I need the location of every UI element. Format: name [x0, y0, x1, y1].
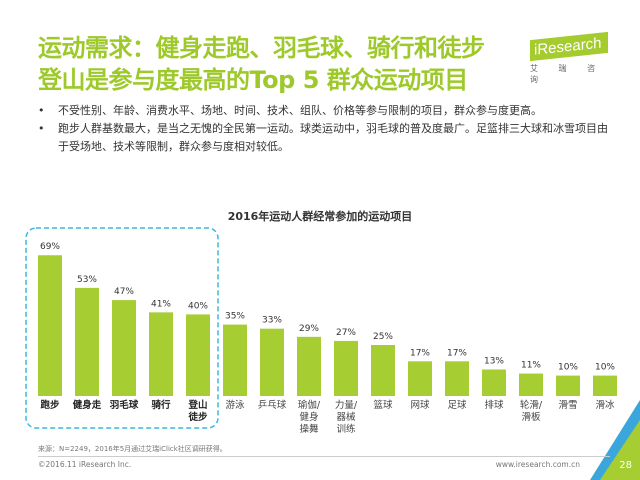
top5-highlight-box [25, 227, 219, 429]
copyright: ©2016.11 iResearch Inc. [38, 460, 132, 469]
bullet-item: • 不受性别、年龄、消费水平、场地、时间、技术、组队、价格等参与限制的项目，群众参… [38, 102, 618, 120]
bar [482, 369, 506, 396]
bar [260, 328, 284, 396]
data-label: 17% [410, 348, 430, 358]
x-tick-label: 滑冰 [595, 400, 615, 411]
title-line-2: 登山是参与度最高的Top 5 群众运动项目 [38, 66, 468, 94]
bar [519, 373, 543, 396]
bar [75, 287, 99, 396]
x-tick-label: 排球 [484, 400, 504, 411]
x-tick-label: 滑雪 [558, 400, 578, 411]
bullet-text: 不受性别、年龄、消费水平、场地、时间、技术、组队、价格等参与限制的项目，群众参与… [58, 104, 542, 117]
source-note: 来源：N=2249，2016年5月通过艾瑞iClick社区调研获得。 [38, 445, 227, 453]
data-label: 33% [262, 316, 282, 326]
data-label: 10% [558, 363, 578, 373]
bullet-text: 跑步人群基数最大，是当之无愧的全民第一运动。球类运动中，羽毛球的普及度最广。足篮… [58, 122, 608, 153]
x-tick-label: 游泳 [225, 400, 245, 411]
corner-decoration-green [600, 420, 640, 480]
bullet-item: • 跑步人群基数最大，是当之无愧的全民第一运动。球类运动中，羽毛球的普及度最广。足… [38, 120, 618, 156]
chart-title: 2016年运动人群经常参加的运动项目 [227, 210, 413, 223]
data-label: 10% [595, 363, 615, 373]
bullet-dot: • [38, 122, 45, 135]
bar [408, 361, 432, 396]
bar [149, 312, 173, 396]
logo-subtitle: 艾 瑞 咨 询 [530, 64, 605, 84]
x-tick-label: 骑行 [151, 400, 171, 411]
x-tick-label: 篮球 [373, 400, 393, 411]
data-label: 53% [77, 275, 97, 285]
x-tick-label: 网球 [410, 400, 430, 411]
bar [38, 255, 62, 396]
data-label: 29% [299, 324, 319, 334]
page-title: 运动需求：健身走跑、羽毛球、骑行和徒步 登山是参与度最高的Top 5 群众运动项… [38, 32, 485, 96]
data-label: 25% [373, 332, 393, 342]
bullet-list: • 不受性别、年龄、消费水平、场地、时间、技术、组队、价格等参与限制的项目，群众参… [38, 102, 618, 156]
x-tick-label: 乒乓球 [257, 400, 287, 411]
data-label: 41% [151, 299, 171, 309]
bar [297, 336, 321, 396]
x-tick-label: 羽毛球 [109, 400, 139, 411]
x-tick-label: 力量/器械 训练 [334, 400, 358, 435]
title-line-1: 运动需求：健身走跑、羽毛球、骑行和徒步 [38, 34, 485, 62]
data-label: 13% [484, 356, 504, 366]
data-label: 35% [225, 312, 245, 322]
data-label: 69% [40, 242, 60, 252]
website-link[interactable]: www.iresearch.com.cn [495, 460, 580, 469]
bar [186, 314, 210, 396]
data-label: 40% [188, 301, 208, 311]
iresearch-logo: iResearch 艾 瑞 咨 询 [530, 31, 608, 85]
bar [371, 345, 395, 396]
data-label: 17% [447, 348, 467, 358]
bullet-dot: • [38, 104, 45, 117]
x-tick-label: 瑜伽/健身 操舞 [297, 400, 321, 435]
data-label: 47% [114, 287, 134, 297]
bar [593, 375, 617, 396]
bar [223, 324, 247, 396]
bar [556, 375, 580, 396]
x-tick-label: 登山 徒步 [188, 400, 208, 423]
x-tick-label: 轮滑/滑板 [519, 400, 543, 423]
x-tick-label: 足球 [447, 400, 467, 411]
data-label: 11% [521, 361, 541, 371]
x-tick-label: 跑步 [40, 400, 60, 411]
bar [445, 361, 469, 396]
x-tick-label: 健身走 [72, 400, 102, 411]
footer-divider [38, 456, 610, 457]
page-number: 28 [619, 460, 632, 471]
bar [112, 300, 136, 396]
bar [334, 340, 358, 396]
data-label: 27% [336, 328, 356, 338]
